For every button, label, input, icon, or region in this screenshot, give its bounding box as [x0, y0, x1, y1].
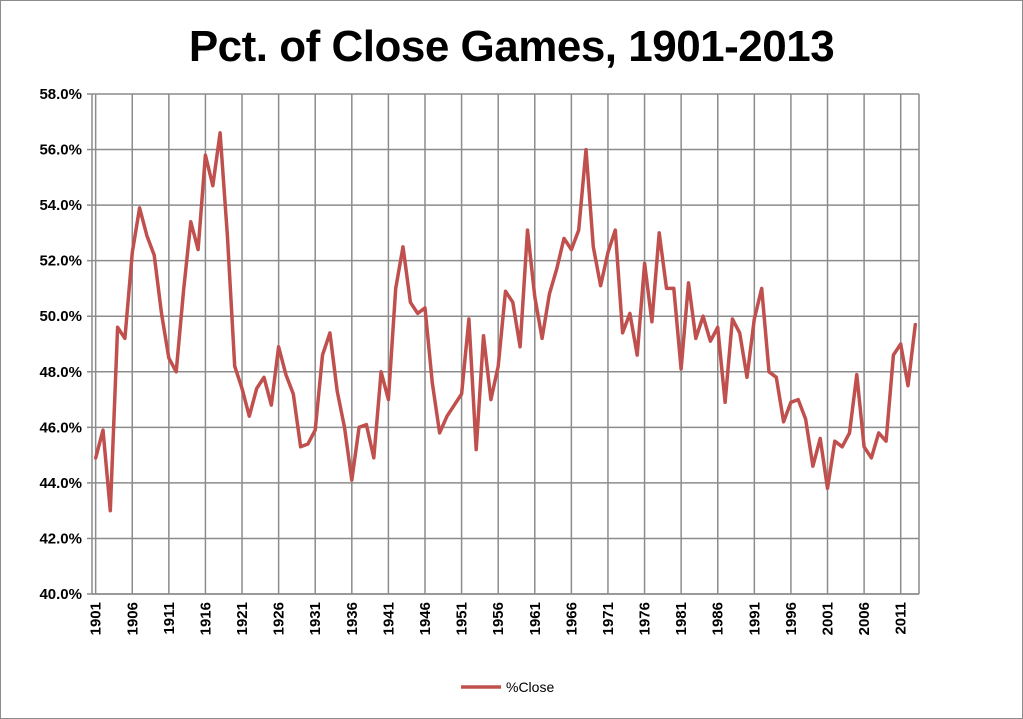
- legend: %Close: [461, 679, 554, 695]
- x-tick-label: 1991: [746, 602, 763, 635]
- x-tick-label: 2006: [856, 602, 873, 635]
- x-tick-label: 1971: [600, 602, 617, 635]
- chart-title: Pct. of Close Games, 1901-2013: [188, 22, 835, 71]
- x-tick-label: 1986: [710, 602, 727, 635]
- x-tick-label: 1926: [271, 602, 288, 635]
- x-tick-label: 1966: [563, 602, 580, 635]
- y-tick-label: 54.0%: [39, 197, 82, 214]
- series-line-close: [93, 131, 918, 513]
- x-tick-label: 1906: [124, 602, 141, 635]
- y-tick-label: 56.0%: [39, 142, 82, 159]
- y-tick-label: 42.0%: [39, 530, 82, 547]
- x-tick-label: 1946: [417, 602, 434, 635]
- y-tick-label: 44.0%: [39, 475, 82, 492]
- y-tick-label: 58.0%: [39, 86, 82, 103]
- x-tick-label: 1996: [783, 602, 800, 635]
- gridlines: [87, 93, 920, 595]
- x-tick-label: 1911: [161, 602, 178, 635]
- x-tick-label: 2001: [820, 602, 837, 635]
- x-tick-label: 1916: [197, 602, 214, 635]
- x-tick-label: 1956: [490, 602, 507, 635]
- x-tick-label: 1931: [307, 602, 324, 635]
- y-tick-label: 46.0%: [39, 419, 82, 436]
- x-tick-label: 1936: [344, 602, 361, 635]
- x-axis-tick-labels: 1901 1906 1911 1916 1921 1926 1931 1936 1941 1946…: [88, 602, 910, 635]
- y-tick-label: 50.0%: [39, 308, 82, 325]
- x-tick-label: 1941: [380, 602, 397, 635]
- x-tick-label: 1961: [527, 602, 544, 635]
- x-tick-label: 1951: [454, 602, 471, 635]
- x-tick-label: 2011: [893, 602, 910, 635]
- y-tick-label: 48.0%: [39, 364, 82, 381]
- plot-lines: [93, 131, 918, 513]
- x-tick-label: 1921: [234, 602, 251, 635]
- y-axis-tick-labels: 40.0% 42.0% 44.0% 46.0% 48.0% 50.0% 52.0% 54.0%…: [39, 86, 82, 603]
- legend-label: %Close: [506, 679, 554, 695]
- y-tick-label: 40.0%: [39, 586, 82, 603]
- x-tick-label: 1901: [88, 602, 105, 635]
- y-tick-label: 52.0%: [39, 253, 82, 270]
- x-tick-label: 1976: [637, 602, 654, 635]
- x-tick-label: 1981: [673, 602, 690, 635]
